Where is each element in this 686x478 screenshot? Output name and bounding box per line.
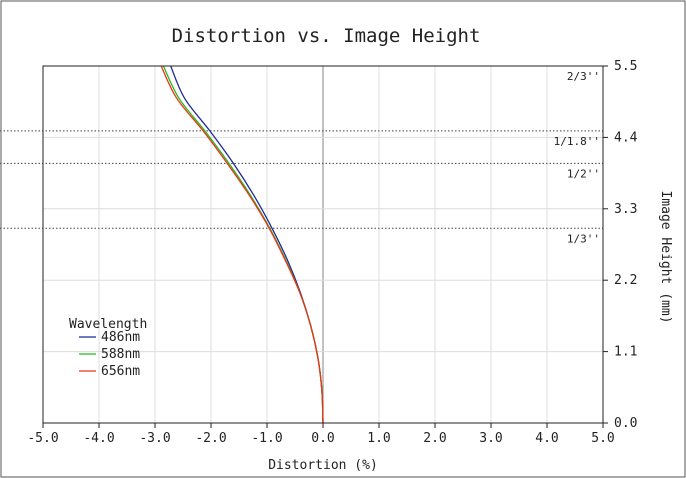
- chart-title: Distortion vs. Image Height: [172, 25, 481, 47]
- x-tick-label: 3.0: [479, 431, 502, 446]
- y-tick-label: 0.0: [614, 416, 637, 431]
- x-tick-label: 4.0: [535, 431, 558, 446]
- x-tick-label: -1.0: [251, 431, 282, 446]
- x-tick-label: -3.0: [139, 431, 170, 446]
- x-axis-label: Distortion (%): [268, 458, 378, 473]
- x-axis-ticks: -5.0 -4.0 -3.0 -2.0 -1.0 0.0 1.0 2.0 3.0 4.0 5.0: [27, 423, 615, 446]
- x-tick-label: -2.0: [195, 431, 226, 446]
- legend-entry-label: 656nm: [101, 364, 140, 379]
- sensor-label: 1/1.8'': [554, 135, 600, 148]
- y-tick-label: 4.4: [614, 130, 638, 145]
- sensor-label: 2/3'': [567, 70, 600, 83]
- legend-entry-label: 588nm: [101, 347, 140, 362]
- series-line-656nm: [160, 65, 324, 424]
- sensor-lines: 2/3'' 1/1.8'' 1/2'' 1/3'': [0, 70, 603, 245]
- y-tick-label: 2.2: [614, 273, 637, 288]
- y-axis-ticks: 0.0 1.1 2.2 3.3 4.4 5.5: [603, 59, 638, 431]
- x-tick-label: 2.0: [423, 431, 446, 446]
- x-tick-label: 0.0: [311, 431, 334, 446]
- sensor-label: 1/3'': [567, 232, 600, 245]
- series-group: [160, 65, 324, 424]
- x-tick-label: -4.0: [83, 431, 114, 446]
- y-tick-label: 3.3: [614, 202, 637, 217]
- y-axis-label: Image Height (mm): [658, 190, 673, 323]
- y-tick-label: 5.5: [614, 59, 637, 74]
- x-tick-label: -5.0: [27, 431, 58, 446]
- sensor-label: 1/2'': [567, 167, 600, 180]
- x-tick-label: 5.0: [591, 431, 614, 446]
- x-tick-label: 1.0: [367, 431, 390, 446]
- y-tick-label: 1.1: [614, 345, 637, 360]
- legend: Wavelength 486nm 588nm 656nm: [69, 317, 147, 379]
- legend-entry-label: 486nm: [101, 330, 140, 345]
- legend-title: Wavelength: [69, 317, 147, 332]
